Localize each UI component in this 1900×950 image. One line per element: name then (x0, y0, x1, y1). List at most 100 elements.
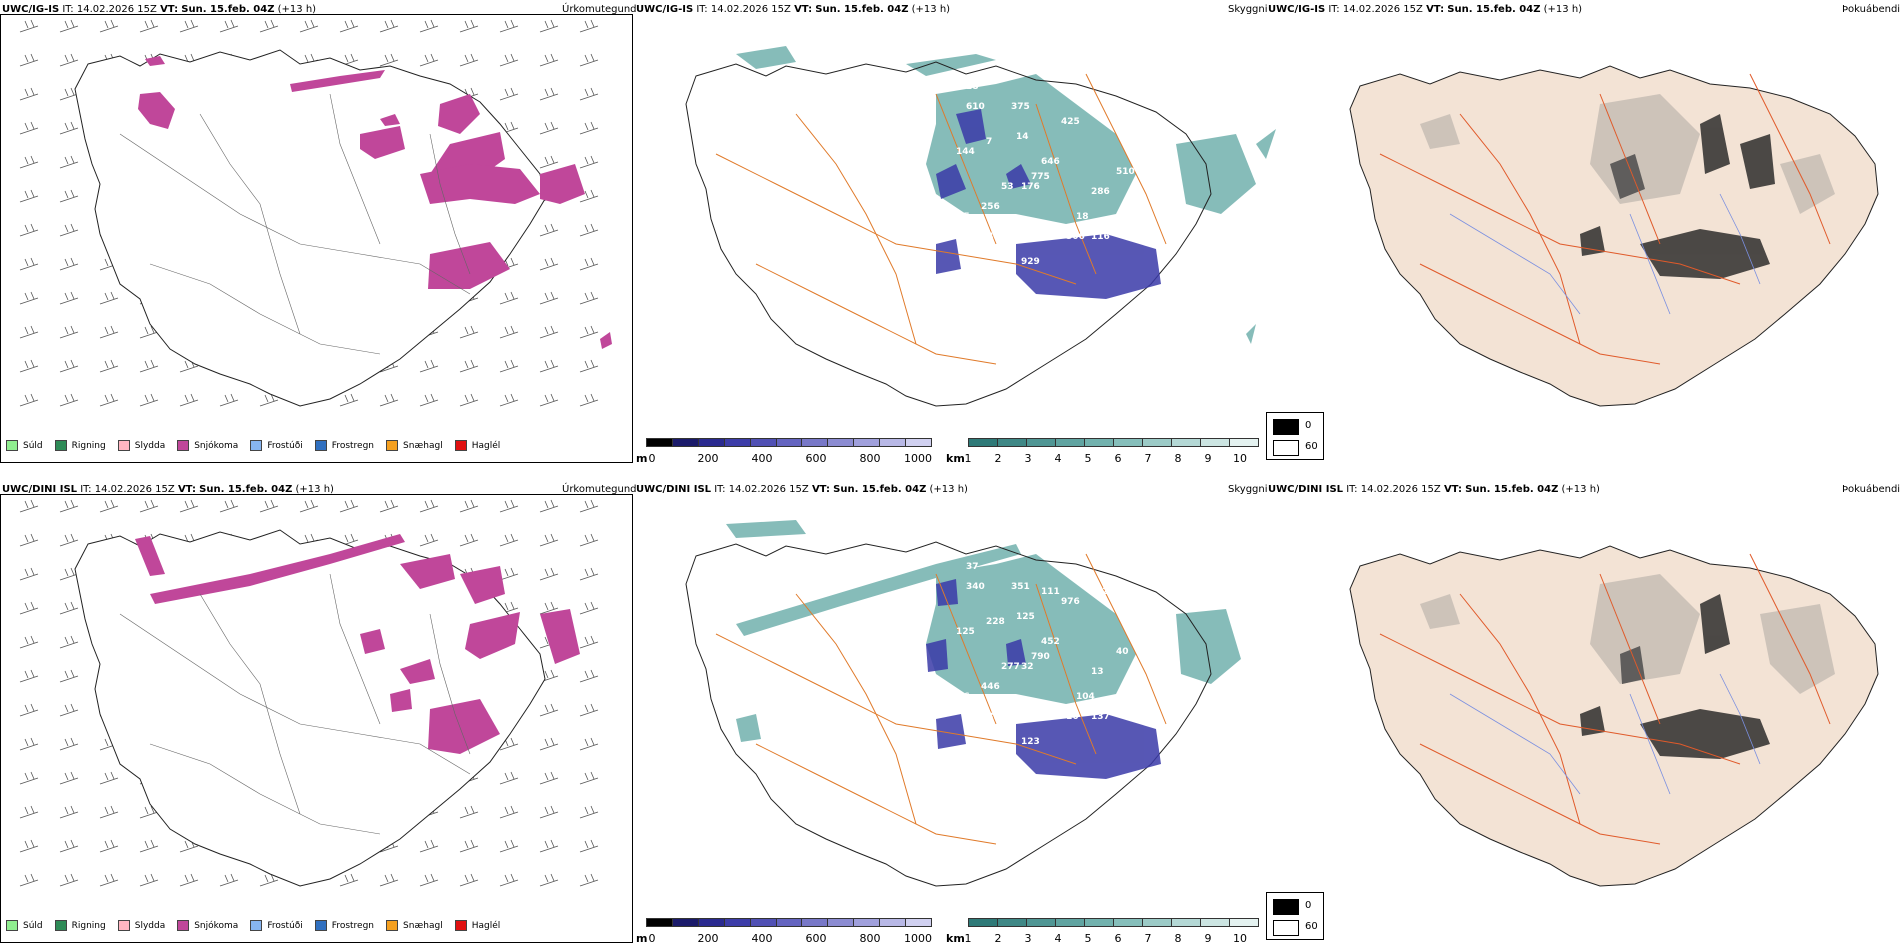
wind-barb (339, 19, 359, 33)
panel-title-fog: UWC/IG-IS IT: 14.02.2026 15Z VT: Sun. 15… (1268, 4, 1583, 15)
iceland-outline (685, 541, 1212, 887)
wind-barb (59, 291, 79, 305)
wind-barb (19, 635, 39, 649)
colorbar-segment (801, 438, 829, 447)
wind-barb (139, 499, 159, 513)
wind-barb (419, 873, 439, 887)
wind-barb (459, 805, 479, 819)
wind-barb (59, 121, 79, 135)
iceland-outline (74, 529, 546, 887)
cloud-base-label: 236 (966, 727, 985, 737)
cloud-base-label: 116 (1091, 232, 1110, 242)
wind-barb (59, 669, 79, 683)
cloud-base-label: 228 (986, 617, 1005, 627)
fog-legend-max-swatch (1273, 899, 1299, 915)
cloud-base-label: 53 (1001, 182, 1014, 192)
wind-barb (539, 121, 559, 135)
wind-barb (19, 533, 39, 547)
colorbar-segment (1113, 438, 1143, 447)
tick: 3 (1024, 932, 1032, 945)
wind-barb (59, 771, 79, 785)
colorbar-segment (1171, 438, 1201, 447)
colorbar-segment (1113, 918, 1143, 927)
wind-barb (139, 873, 159, 887)
legend-item: Súld (6, 920, 43, 931)
tick: 6 (1114, 932, 1122, 945)
wind-barb (459, 19, 479, 33)
wind-barb (59, 635, 79, 649)
wind-barb (139, 325, 159, 339)
cloud-base-label: 351 (1011, 582, 1030, 592)
panel-name-clouds: Skyggni (1228, 484, 1268, 495)
fog-map (1349, 545, 1879, 887)
wind-barb (579, 155, 599, 169)
colorbar-segment (723, 438, 751, 447)
fog-legend-max-label: 0 (1305, 900, 1312, 911)
colorbar-segment (1171, 918, 1201, 927)
legend-item: Frostregn (314, 440, 374, 451)
wind-barb (499, 567, 519, 581)
wind-barb (59, 737, 79, 751)
cloud-base-label: 125 (956, 627, 975, 637)
iceland-outline (74, 49, 546, 407)
colorbar-segment (775, 438, 803, 447)
cloud-base-label: 510 (1116, 167, 1135, 177)
cloud-base-label: 148 (981, 232, 1000, 242)
cloud-base-colorbar: m 0 200 400 600 800 1000 (636, 438, 936, 466)
wind-barb (419, 533, 439, 547)
cloud-base-label: 425 (1061, 117, 1080, 127)
wind-barb (539, 19, 559, 33)
wind-barb (379, 393, 399, 407)
wind-barb (99, 839, 119, 853)
visibility-colorbar: km 1 2 3 4 5 6 7 8 9 10 (946, 918, 1276, 946)
tick: 4 (1054, 452, 1062, 465)
wind-barb (19, 771, 39, 785)
wind-barb (259, 873, 279, 887)
cloud-base-label: 14 (1016, 132, 1029, 142)
colorbar-segment (827, 918, 855, 927)
cloud-base-label: 13 (1091, 667, 1104, 677)
colorbar-segment (723, 918, 751, 927)
fog-legend-min-swatch (1273, 440, 1299, 456)
legend-swatch-haglel (454, 920, 467, 931)
wind-barb (539, 393, 559, 407)
colorbar-segment (775, 918, 803, 927)
wind-barb (139, 839, 159, 853)
wind-barb (59, 155, 79, 169)
cloud-base-label: 610 (966, 102, 985, 112)
cloud-base-label: 32 (1021, 662, 1034, 672)
tick: 1000 (904, 932, 932, 945)
wind-barb (579, 19, 599, 33)
wind-barb (419, 53, 439, 67)
cloud-base-unit: m (636, 932, 648, 945)
wind-barb (19, 873, 39, 887)
tick: 7 (1144, 452, 1152, 465)
precip-type-map (19, 499, 599, 887)
legend-item: Rigning (54, 920, 106, 931)
wind-barb (579, 393, 599, 407)
wind-barb (19, 291, 39, 305)
wind-barb (579, 873, 599, 887)
panel-name-fog: Þokuábendi (1842, 484, 1900, 495)
wind-barb (219, 873, 239, 887)
wind-barb (419, 839, 439, 853)
legend-item: Súld (6, 440, 43, 451)
iceland-outline (685, 61, 1212, 407)
colorbar-segment (1200, 918, 1230, 927)
legend-swatch-snaehagl (386, 920, 399, 931)
wind-barb (459, 53, 479, 67)
wind-barb (99, 805, 119, 819)
clouds-map: 28 610 375 425 14 144 7 646 775 510 53 176 286 256 165… (685, 46, 1276, 407)
wind-barb (99, 325, 119, 339)
legend-item: Haglél (454, 920, 500, 931)
cloud-base-label: 136 (1026, 707, 1045, 717)
tick: 8 (1174, 932, 1182, 945)
wind-barb (419, 19, 439, 33)
colorbar-segment (1055, 918, 1085, 927)
cloud-base-label: 121 (1026, 227, 1045, 237)
cloud-base-label: 37 (966, 562, 979, 572)
visibility-unit: km (946, 452, 965, 465)
wind-barb (59, 257, 79, 271)
snow-areas (138, 56, 612, 349)
